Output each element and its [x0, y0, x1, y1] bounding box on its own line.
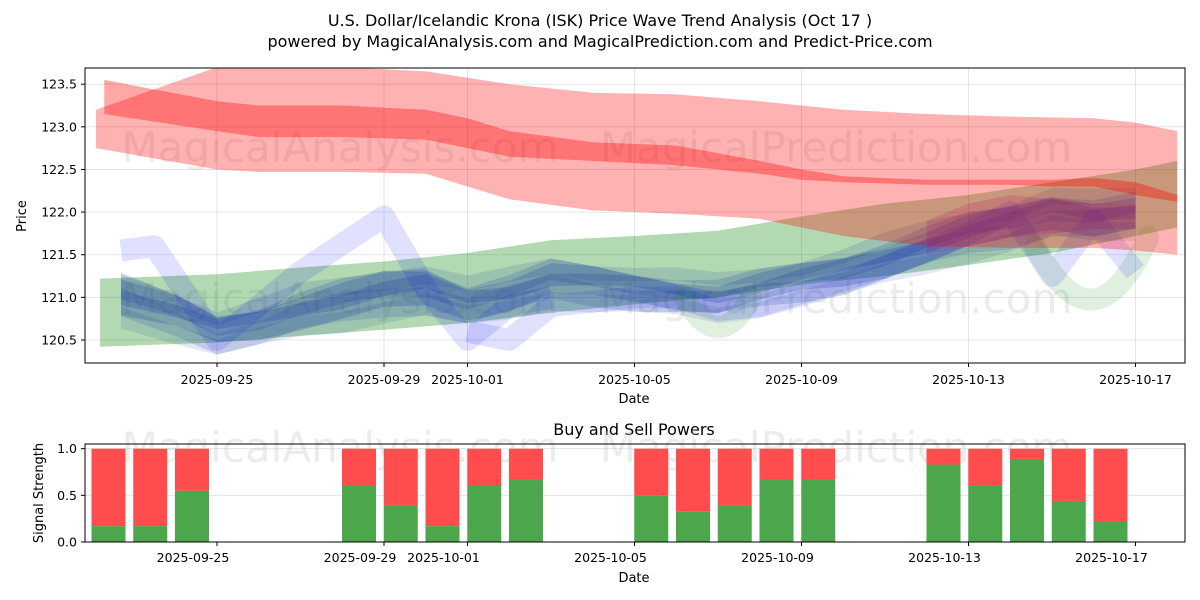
sell-bar: [342, 449, 376, 486]
buy-bar: [1052, 501, 1086, 542]
buy-bar: [384, 506, 418, 542]
price-xlabel: Date: [618, 392, 649, 407]
signal-xtick-label: 2025-10-17: [1075, 550, 1148, 565]
buy-bar: [175, 491, 209, 542]
sell-bar: [634, 449, 668, 496]
buy-bar: [634, 495, 668, 542]
signal-ylabel: Signal Strength: [32, 443, 47, 543]
buy-bar: [342, 486, 376, 542]
price-ytick-label: 122.5: [41, 162, 77, 177]
buy-bar: [1094, 521, 1128, 542]
buy-bar: [426, 526, 460, 542]
signal-xtick-label: 2025-10-09: [741, 550, 814, 565]
price-chart: MagicalAnalysis.com MagicalPrediction.co…: [15, 67, 1185, 407]
signal-xtick-label: 2025-10-13: [908, 550, 981, 565]
buy-bar: [760, 479, 794, 542]
sell-bar: [760, 449, 794, 480]
price-xtick-label: 2025-10-09: [765, 372, 838, 387]
buy-bar: [801, 479, 835, 542]
signal-xtick-label: 2025-09-29: [324, 550, 397, 565]
signal-ytick-label: 0.5: [57, 488, 77, 503]
price-ytick-label: 122.0: [41, 205, 77, 220]
sell-bar: [968, 449, 1002, 485]
figure: U.S. Dollar/Icelandic Krona (ISK) Price …: [0, 0, 1200, 600]
price-ytick-label: 123.5: [41, 77, 77, 92]
buy-bar: [718, 506, 752, 542]
sell-bar: [384, 449, 418, 506]
buy-bar: [509, 479, 543, 542]
price-xtick-label: 2025-10-01: [431, 372, 504, 387]
signal-ytick-label: 0.0: [57, 535, 77, 550]
signal-ytick-label: 1.0: [57, 441, 77, 456]
buy-bar: [467, 486, 501, 542]
sell-bar: [133, 449, 167, 526]
sell-bar: [175, 449, 209, 491]
buy-bar: [927, 465, 961, 542]
price-ylabel: Price: [15, 200, 30, 232]
price-ytick-label: 123.0: [41, 119, 77, 134]
price-xtick-label: 2025-10-05: [598, 372, 671, 387]
price-ytick-label: 121.5: [41, 247, 77, 262]
price-xtick-label: 2025-09-29: [348, 372, 421, 387]
sell-bar: [801, 449, 835, 480]
sell-bar: [927, 449, 961, 465]
sell-bar: [509, 449, 543, 480]
sell-bar: [676, 449, 710, 512]
price-xtick-label: 2025-10-13: [932, 372, 1005, 387]
price-ytick-label: 121.0: [41, 290, 77, 305]
buy-bar: [968, 485, 1002, 542]
chart-title: U.S. Dollar/Icelandic Krona (ISK) Price …: [328, 11, 872, 30]
buy-bar: [92, 526, 126, 542]
price-xtick-label: 2025-09-25: [181, 372, 254, 387]
sell-bar: [718, 449, 752, 506]
sell-bar: [92, 449, 126, 526]
sell-bar: [426, 449, 460, 526]
signal-xlabel: Date: [618, 571, 649, 586]
signal-chart: Buy and Sell Powers MagicalAnalysis.com …: [32, 420, 1185, 586]
signal-xtick-label: 2025-10-01: [407, 550, 480, 565]
sell-bar: [1052, 449, 1086, 501]
buy-bar: [1010, 459, 1044, 542]
signal-xtick-label: 2025-09-25: [157, 550, 230, 565]
buy-bar: [676, 511, 710, 542]
chart-subtitle: powered by MagicalAnalysis.com and Magic…: [267, 32, 932, 51]
price-ytick-label: 120.5: [41, 332, 77, 347]
sell-bar: [467, 449, 501, 486]
sell-bar: [1094, 449, 1128, 522]
sell-bar: [1010, 449, 1044, 459]
signal-xtick-label: 2025-10-05: [574, 550, 647, 565]
buy-bar: [133, 526, 167, 542]
price-xtick-label: 2025-10-17: [1099, 372, 1172, 387]
